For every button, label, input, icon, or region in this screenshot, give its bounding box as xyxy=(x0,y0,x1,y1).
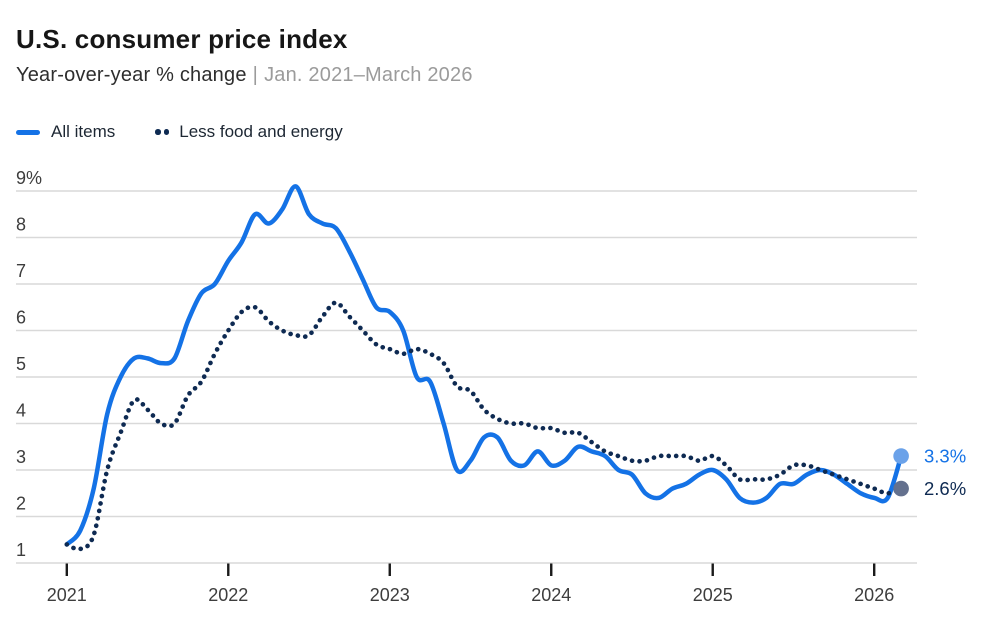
x-axis-label: 2022 xyxy=(208,585,248,605)
chart-subtitle: Year-over-year % change | Jan. 2021–March … xyxy=(16,64,473,87)
y-axis-label: 6 xyxy=(16,308,26,328)
x-axis-label: 2025 xyxy=(693,585,733,605)
subtitle-date-range: Jan. 2021–March 2026 xyxy=(264,64,473,86)
legend-label-less-food-energy: Less food and energy xyxy=(179,122,343,141)
x-axis-label: 2023 xyxy=(370,585,410,605)
all-items-end-marker xyxy=(893,448,909,464)
less-food-energy-dots-swatch xyxy=(155,129,170,135)
y-axis-label: 4 xyxy=(16,401,26,421)
y-axis-label: 5 xyxy=(16,354,26,374)
legend-item-all-items: All items xyxy=(16,122,115,142)
y-axis-label: 2 xyxy=(16,494,26,514)
subtitle-separator: | xyxy=(252,64,259,86)
core-cpi-line xyxy=(64,300,904,552)
core-cpi-end-marker xyxy=(893,480,909,497)
all-items-line-swatch xyxy=(16,129,40,135)
core-cpi-end-label: 2.6% xyxy=(924,478,966,499)
y-axis-label: 9% xyxy=(16,168,42,188)
x-axis-label: 2021 xyxy=(47,585,87,605)
legend-label-all-items: All items xyxy=(51,122,116,141)
y-axis-label: 1 xyxy=(16,540,26,560)
y-axis-label: 3 xyxy=(16,447,26,467)
page-title: U.S. consumer price index xyxy=(16,24,348,54)
all-items-end-label: 3.3% xyxy=(924,446,966,467)
y-axis-label: 8 xyxy=(16,215,26,235)
subtitle-metric: Year-over-year % change xyxy=(16,64,247,86)
x-axis-label: 2024 xyxy=(531,585,571,605)
legend-item-less-food-energy: Less food and energy xyxy=(155,122,343,142)
all-items-line xyxy=(64,184,904,547)
y-axis-label: 7 xyxy=(16,261,26,281)
x-axis-label: 2026 xyxy=(854,585,894,605)
chart-legend: All items Less food and energy xyxy=(16,122,343,142)
